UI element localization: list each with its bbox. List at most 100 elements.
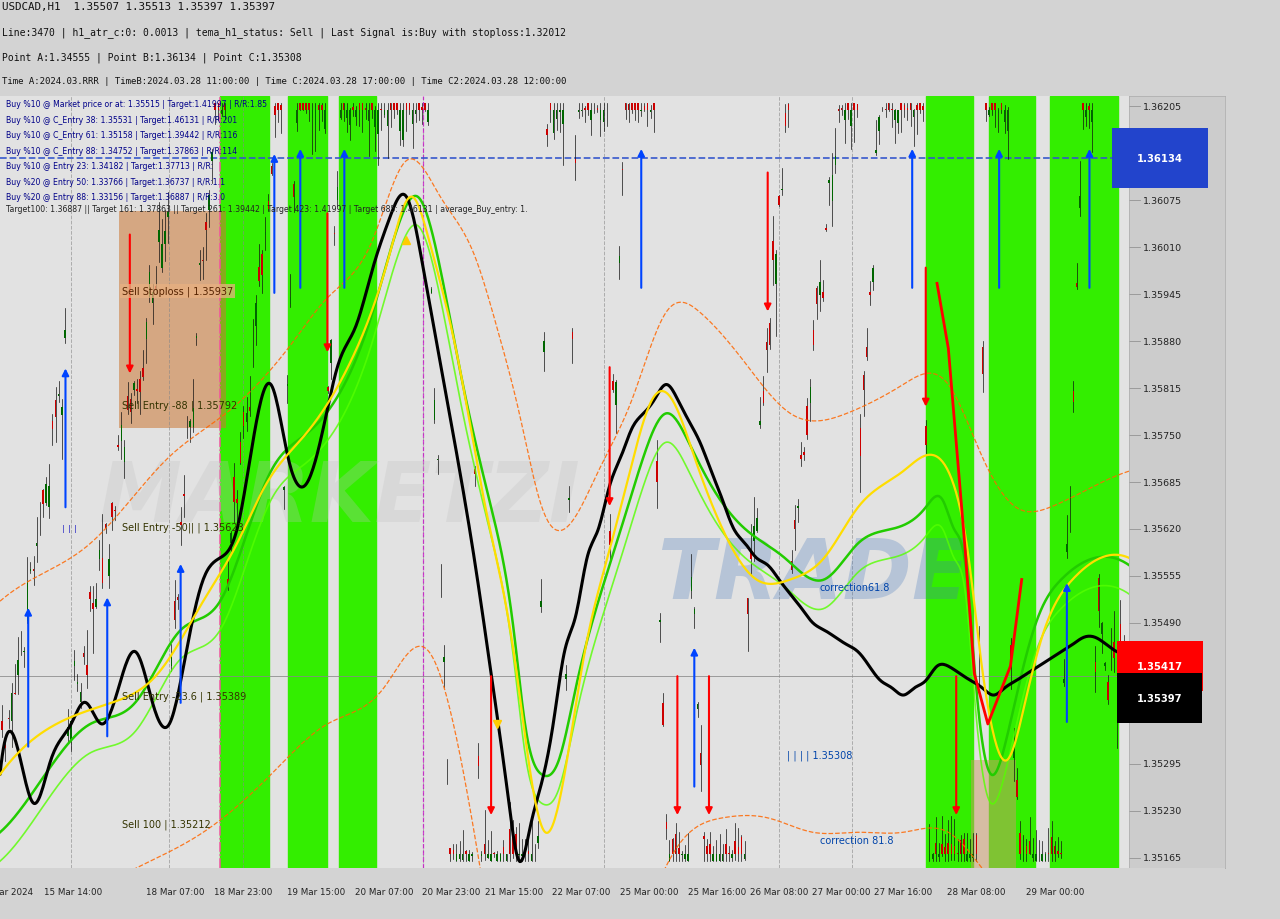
Bar bbox=[687, 854, 689, 861]
Bar bbox=[646, 104, 648, 111]
Bar bbox=[960, 840, 961, 854]
Bar bbox=[296, 111, 297, 124]
Bar bbox=[568, 499, 570, 501]
Text: 18 Mar 07:00: 18 Mar 07:00 bbox=[146, 887, 205, 896]
Bar bbox=[1082, 104, 1084, 111]
Bar bbox=[259, 267, 260, 282]
Bar bbox=[596, 108, 598, 111]
Bar bbox=[696, 705, 699, 709]
Text: I I I: I I I bbox=[63, 525, 77, 534]
Bar bbox=[1085, 111, 1087, 118]
Bar bbox=[991, 104, 993, 111]
Bar bbox=[986, 104, 987, 111]
Text: USDCAD,H1  1.35507 1.35513 1.35397 1.35397: USDCAD,H1 1.35507 1.35513 1.35397 1.3539… bbox=[3, 2, 275, 12]
Bar bbox=[1070, 496, 1071, 500]
Bar bbox=[1029, 841, 1030, 854]
Bar bbox=[484, 845, 485, 854]
Bar bbox=[237, 500, 238, 504]
Bar bbox=[856, 105, 858, 111]
Text: 20 Mar 23:00: 20 Mar 23:00 bbox=[422, 887, 481, 896]
Bar bbox=[650, 111, 652, 113]
Text: 29 Mar 00:00: 29 Mar 00:00 bbox=[1027, 887, 1084, 896]
Text: Buy %10 @ C_Entry 61: 1.35158 | Target:1.39442 | R/R:116: Buy %10 @ C_Entry 61: 1.35158 | Target:1… bbox=[5, 131, 237, 141]
Bar bbox=[177, 597, 178, 600]
Bar bbox=[349, 111, 351, 126]
Bar bbox=[622, 170, 623, 171]
Bar bbox=[408, 104, 410, 111]
Bar bbox=[1126, 669, 1128, 674]
Bar bbox=[988, 111, 989, 116]
Bar bbox=[42, 491, 44, 505]
Bar bbox=[1066, 545, 1068, 553]
Bar bbox=[421, 108, 422, 111]
Bar bbox=[196, 336, 197, 338]
Bar bbox=[776, 255, 777, 285]
Bar bbox=[129, 400, 132, 413]
Bar bbox=[133, 383, 134, 391]
Bar bbox=[490, 854, 492, 861]
Text: Time A:2024.03.RRR | TimeB:2024.03.28 11:00:00 | Time C:2024.03.28 17:00:00 | Ti: Time A:2024.03.RRR | TimeB:2024.03.28 11… bbox=[3, 77, 567, 86]
Bar bbox=[832, 176, 833, 202]
Bar bbox=[465, 851, 467, 854]
Bar bbox=[1051, 837, 1052, 854]
Bar bbox=[70, 720, 72, 740]
Text: Buy %10 @ C_Entry 38: 1.35531 | Target:1.46131 | R/R:201: Buy %10 @ C_Entry 38: 1.35531 | Target:1… bbox=[5, 116, 237, 125]
Text: Sell Stoploss | 1.35937: Sell Stoploss | 1.35937 bbox=[122, 287, 233, 297]
Bar bbox=[346, 111, 348, 119]
Bar bbox=[384, 111, 385, 116]
Text: 27 Mar 00:00: 27 Mar 00:00 bbox=[812, 887, 870, 896]
Bar bbox=[27, 582, 28, 622]
Bar bbox=[127, 396, 128, 411]
Bar bbox=[932, 854, 933, 858]
Bar bbox=[916, 107, 918, 111]
Bar bbox=[945, 846, 946, 854]
Bar bbox=[428, 111, 429, 123]
Bar bbox=[744, 854, 745, 859]
Bar bbox=[716, 854, 717, 861]
Bar bbox=[86, 664, 87, 675]
Bar bbox=[96, 599, 97, 607]
Bar bbox=[1010, 646, 1011, 664]
Bar bbox=[713, 854, 714, 861]
Bar bbox=[83, 653, 84, 657]
Bar bbox=[1101, 623, 1102, 635]
Bar bbox=[493, 853, 495, 854]
Bar bbox=[910, 104, 911, 111]
Bar bbox=[872, 269, 874, 282]
Text: 1.36010: 1.36010 bbox=[1143, 244, 1183, 253]
Bar bbox=[218, 104, 219, 111]
Bar bbox=[330, 341, 332, 364]
Text: 25 Mar 16:00: 25 Mar 16:00 bbox=[687, 887, 746, 896]
Text: 18 Mar 23:00: 18 Mar 23:00 bbox=[214, 887, 271, 896]
Bar bbox=[393, 104, 394, 111]
Bar bbox=[374, 111, 376, 128]
Bar bbox=[159, 231, 160, 243]
Bar bbox=[822, 293, 823, 299]
Text: 28 Mar 08:00: 28 Mar 08:00 bbox=[947, 887, 1006, 896]
Text: 21 Mar 15:00: 21 Mar 15:00 bbox=[485, 887, 543, 896]
Bar bbox=[815, 289, 818, 305]
Text: 1.35397: 1.35397 bbox=[1137, 693, 1183, 703]
Bar bbox=[49, 486, 50, 507]
Text: Buy %20 @ Entry 88: 1.33156 | Target:1.36887 | R/R:3.0: Buy %20 @ Entry 88: 1.33156 | Target:1.3… bbox=[5, 193, 225, 202]
Text: 1.35165: 1.35165 bbox=[1143, 853, 1183, 862]
Bar bbox=[14, 693, 15, 695]
Text: 1.35750: 1.35750 bbox=[1143, 431, 1183, 440]
Bar bbox=[449, 848, 451, 854]
Bar bbox=[934, 843, 937, 854]
Bar bbox=[867, 348, 868, 358]
Bar bbox=[58, 395, 59, 397]
Bar bbox=[703, 836, 704, 839]
Bar bbox=[120, 425, 122, 441]
Bar bbox=[778, 197, 780, 206]
Bar bbox=[668, 854, 671, 861]
Bar bbox=[897, 111, 899, 123]
Bar bbox=[737, 847, 739, 854]
Bar bbox=[1105, 663, 1106, 666]
Bar bbox=[425, 104, 426, 111]
Bar bbox=[471, 854, 472, 856]
Bar bbox=[271, 166, 273, 175]
Bar bbox=[64, 330, 65, 339]
Bar bbox=[888, 104, 890, 111]
Bar bbox=[17, 660, 19, 675]
